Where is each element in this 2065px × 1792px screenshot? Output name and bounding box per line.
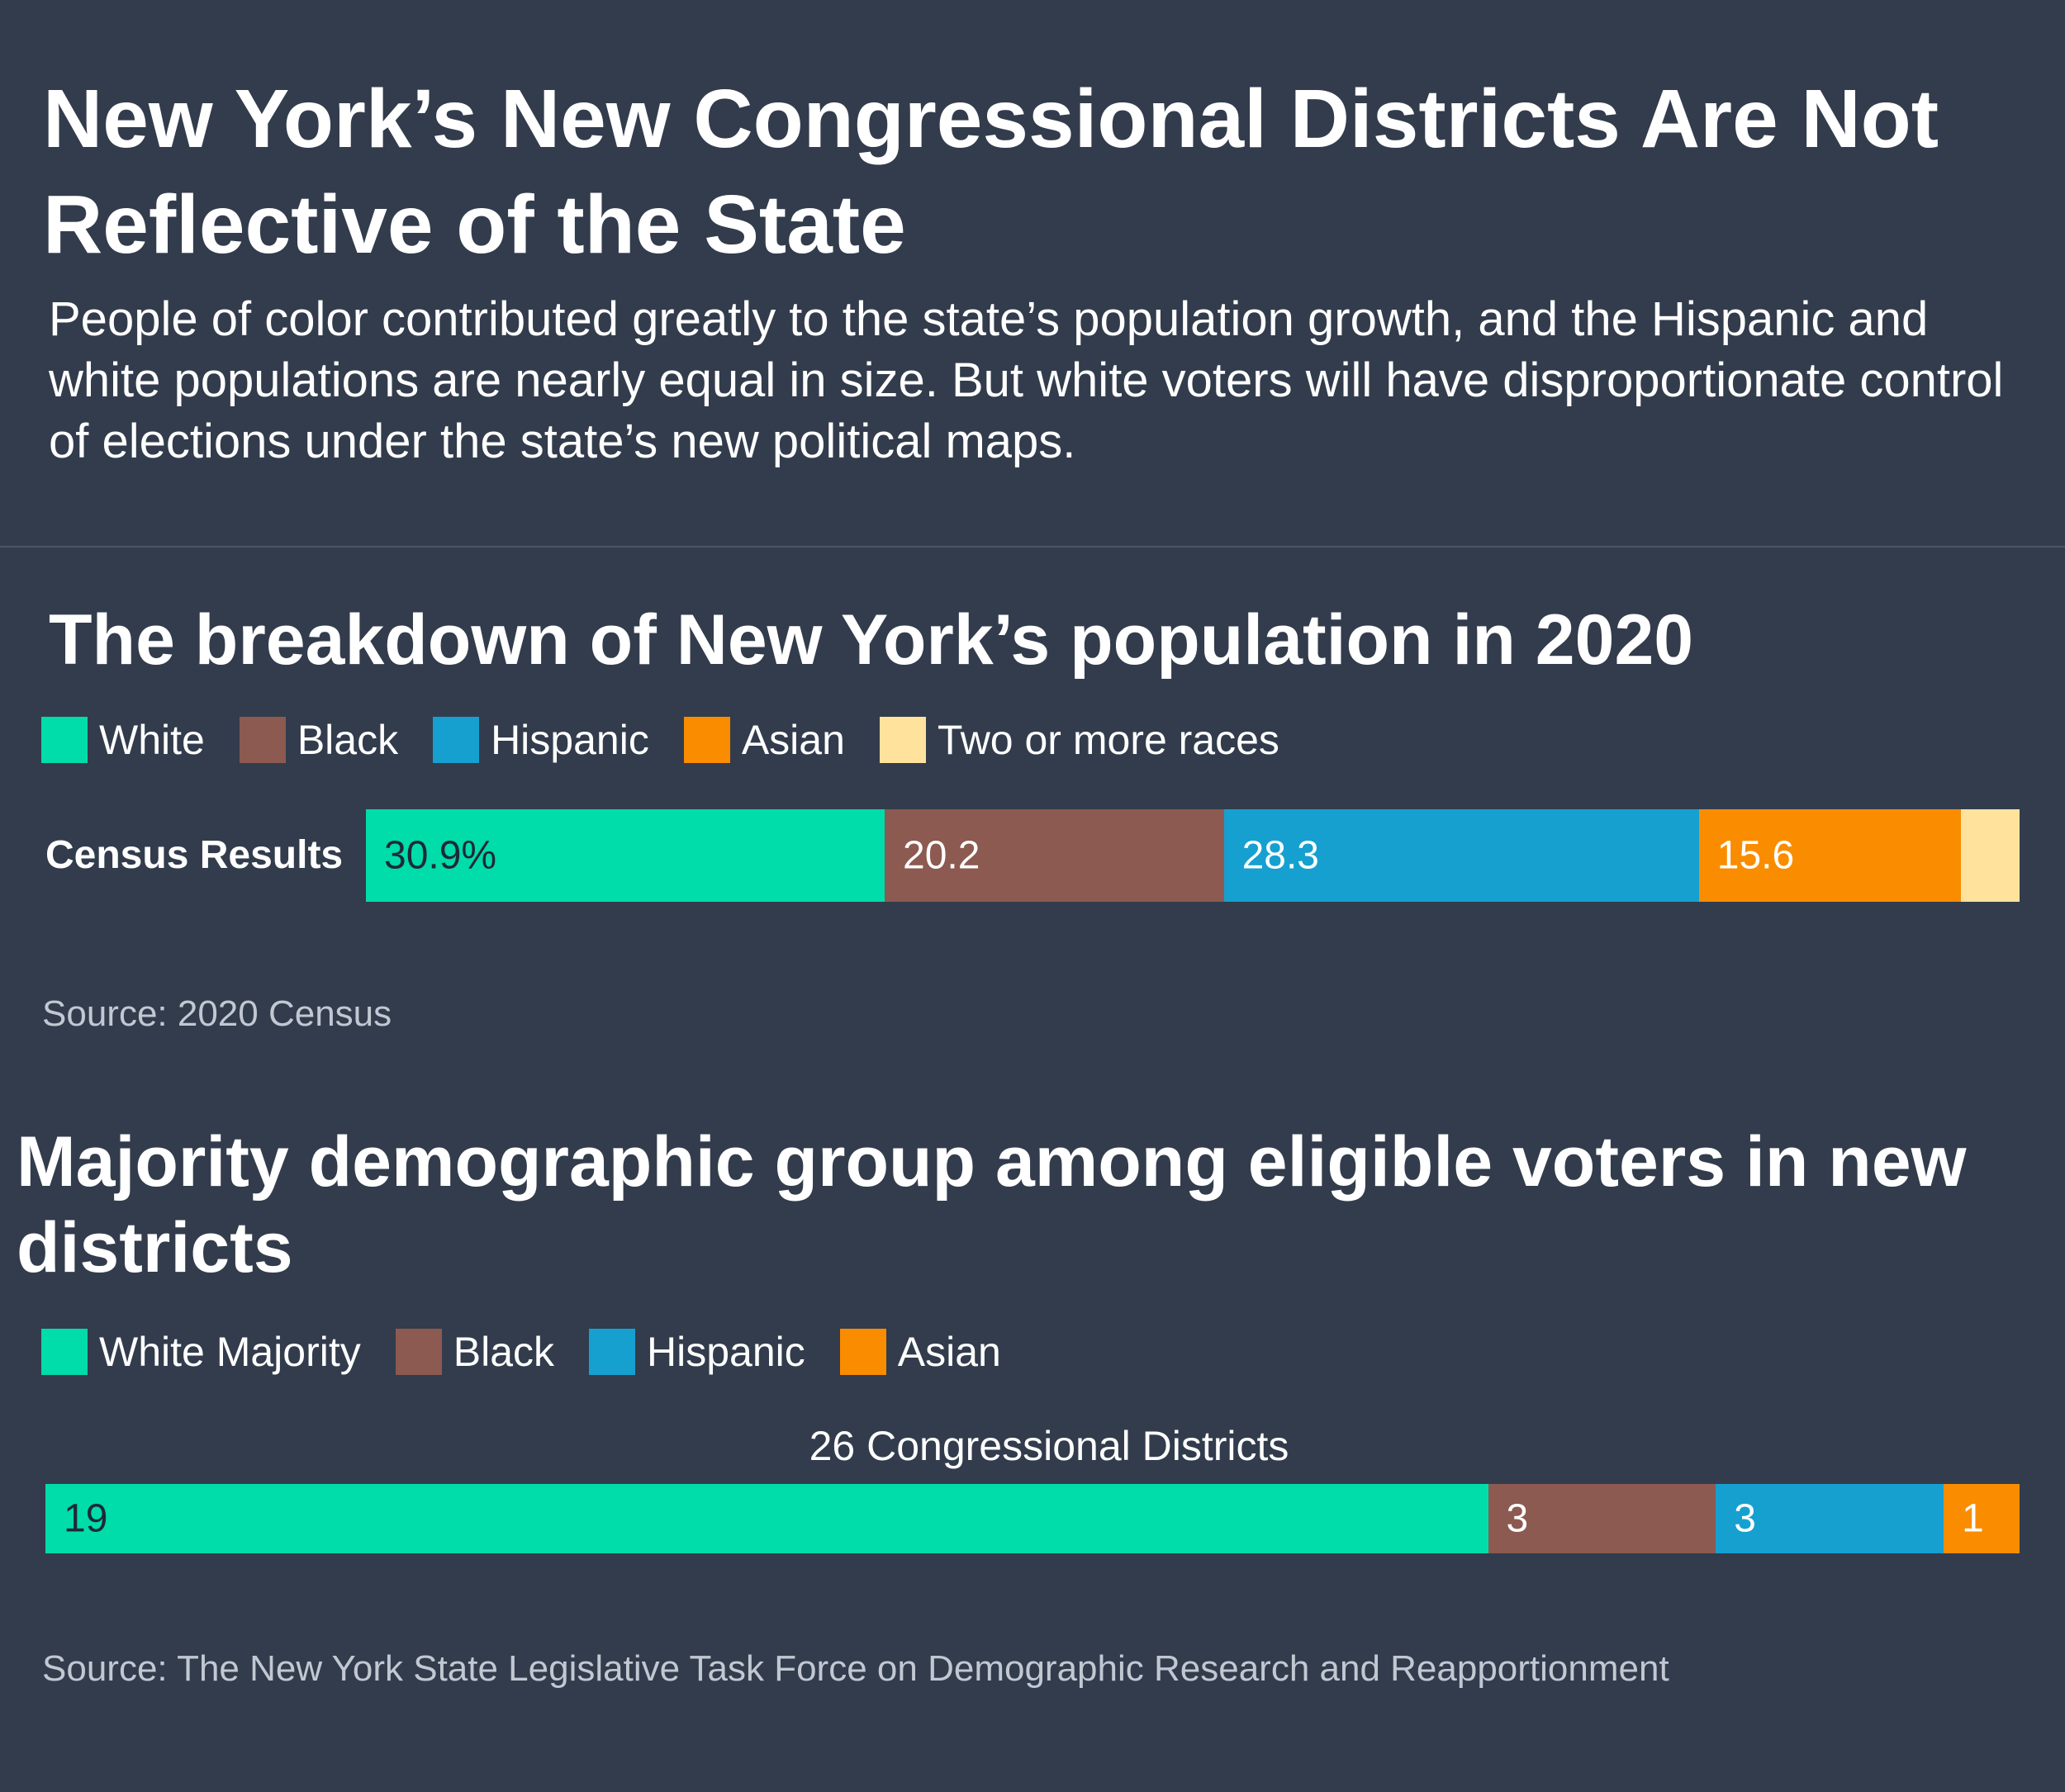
chart2-title: Majority demographic group among eligibl… <box>17 1122 1967 1287</box>
chart1-data-label-white: 30.9% <box>384 833 497 878</box>
chart2-legend-label-hispanic: Hispanic <box>647 1329 805 1375</box>
chart1-stacked-bar: 30.9% 20.2 28.3 15.6 <box>366 809 2020 902</box>
chart2-data-label-asian: 1 <box>1962 1496 1984 1541</box>
chart1-legend-label-white: White <box>99 717 205 763</box>
chart2-bar-segment-asian: 1 <box>1944 1484 2020 1553</box>
chart1-legend-label-black: Black <box>297 717 399 763</box>
chart2-legend-item-asian: Asian <box>839 1328 1001 1376</box>
chart2-legend: White Majority Black Hispanic Asian <box>41 1327 1036 1377</box>
chart2-legend-swatch-hispanic <box>589 1329 635 1375</box>
page-title: New York’s New Congressional Districts A… <box>43 73 1939 271</box>
chart2-bar-header: 26 Congressional Districts <box>809 1423 1289 1469</box>
section-divider <box>0 546 2065 548</box>
chart2-legend-label-white-majority: White Majority <box>99 1329 361 1375</box>
chart2-bar-segment-white-majority: 19 <box>45 1484 1488 1553</box>
chart1-legend-item-white: White <box>41 716 205 764</box>
chart2-data-label-hispanic: 3 <box>1734 1496 1756 1541</box>
chart2-legend-item-white-majority: White Majority <box>41 1328 361 1376</box>
chart1-data-label-asian: 15.6 <box>1716 833 1795 878</box>
chart1-data-label-hispanic: 28.3 <box>1241 833 1319 878</box>
chart2-stacked-bar: 19 3 3 1 <box>45 1484 2020 1553</box>
chart1-legend-item-hispanic: Hispanic <box>433 716 649 764</box>
chart2-legend-swatch-black <box>395 1329 442 1375</box>
page-subtitle: People of color contributed greatly to t… <box>49 292 2004 468</box>
chart2-legend-item-black: Black <box>395 1328 554 1376</box>
chart1-title: The breakdown of New York’s population i… <box>49 600 1694 680</box>
chart1-legend-swatch-white <box>41 717 88 763</box>
chart1-legend-swatch-asian <box>683 717 730 763</box>
chart1-legend-label-two-or-more-races: Two or more races <box>937 717 1279 763</box>
chart2-bar-segment-black: 3 <box>1488 1484 1716 1553</box>
chart1-legend-label-asian: Asian <box>741 717 845 763</box>
chart1-row-label: Census Results <box>45 833 344 877</box>
chart1-bar-segment-black: 20.2 <box>885 809 1224 902</box>
chart2-legend-item-hispanic: Hispanic <box>589 1328 805 1376</box>
chart2-source: Source: The New York State Legislative T… <box>42 1648 1669 1689</box>
chart1-legend-swatch-two-or-more-races <box>879 717 926 763</box>
chart2-bar-segment-hispanic: 3 <box>1716 1484 1944 1553</box>
chart1-bar-segment-hispanic: 28.3 <box>1223 809 1699 902</box>
chart2-legend-label-asian: Asian <box>897 1329 1001 1375</box>
chart1-legend: White Black Hispanic Asian Two or more races <box>41 715 1314 765</box>
chart1-legend-item-asian: Asian <box>683 716 845 764</box>
chart1-legend-swatch-hispanic <box>433 717 480 763</box>
chart1-data-label-black: 20.2 <box>903 833 980 878</box>
chart1-legend-label-hispanic: Hispanic <box>491 717 649 763</box>
chart1-bar-segment-asian: 15.6 <box>1698 809 1961 902</box>
chart2-legend-swatch-asian <box>839 1329 886 1375</box>
chart2-data-label-white-majority: 19 <box>64 1496 108 1541</box>
chart1-legend-item-two-or-more-races: Two or more races <box>879 716 1279 764</box>
chart1-legend-swatch-black <box>239 717 286 763</box>
chart2-data-label-black: 3 <box>1506 1496 1529 1541</box>
chart1-bar-segment-two-or-more-races <box>1960 809 2020 902</box>
chart2-legend-swatch-white-majority <box>41 1329 88 1375</box>
chart1-legend-item-black: Black <box>239 716 399 764</box>
chart1-source: Source: 2020 Census <box>42 993 392 1034</box>
chart2-legend-label-black: Black <box>453 1329 554 1375</box>
chart1-bar-segment-white: 30.9% <box>366 809 885 902</box>
